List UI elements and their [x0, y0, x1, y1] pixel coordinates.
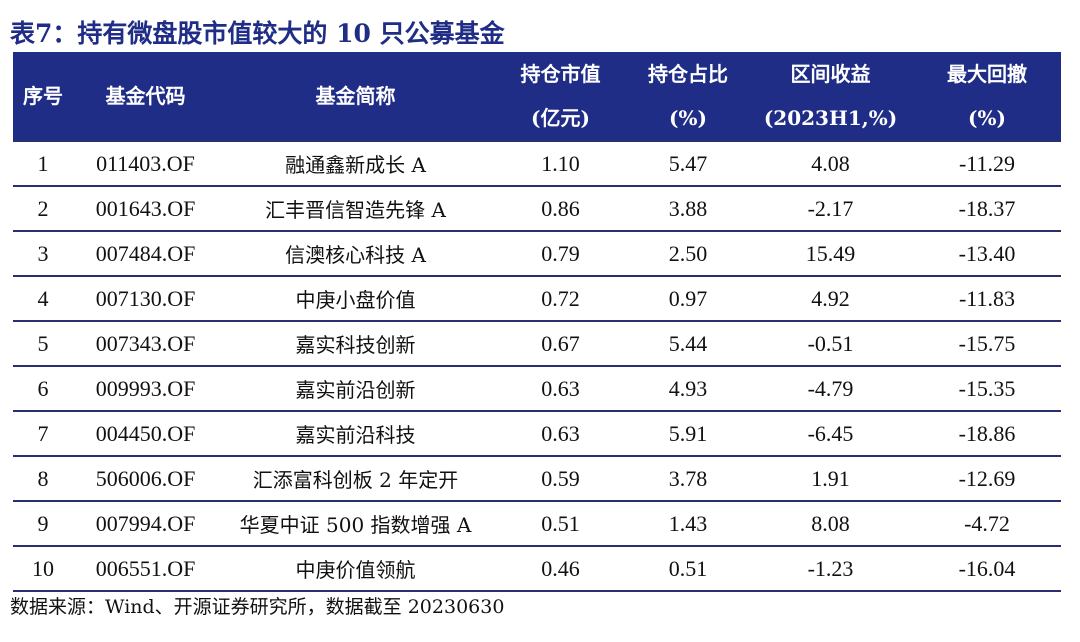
cell-return: 1.91 — [748, 455, 913, 501]
cell-ratio: 5.91 — [628, 410, 748, 456]
cell-drawdown: -15.35 — [913, 365, 1061, 411]
table-row: 5 007343.OF 嘉实科技创新 0.67 5.44 -0.51 -15.7… — [13, 320, 1061, 366]
cell-return: -0.51 — [748, 320, 913, 366]
table-row: 3 007484.OF 信澳核心科技 A 0.79 2.50 15.49 -13… — [13, 230, 1061, 276]
table-row: 7 004450.OF 嘉实前沿科技 0.63 5.91 -6.45 -18.8… — [13, 410, 1061, 456]
cell-value: 0.51 — [493, 500, 628, 546]
table-row: 2 001643.OF 汇丰晋信智造先锋 A 0.86 3.88 -2.17 -… — [13, 185, 1061, 231]
cell-code: 009993.OF — [73, 365, 218, 411]
header-seq: 序号 — [23, 84, 63, 108]
cell-code: 506006.OF — [73, 455, 218, 501]
cell-seq: 1 — [13, 140, 73, 186]
header-value-unit: (亿元) — [531, 106, 590, 130]
cell-value: 0.63 — [493, 410, 628, 456]
cell-name: 中庚小盘价值 — [218, 275, 493, 321]
cell-ratio: 4.93 — [628, 365, 748, 411]
cell-code: 001643.OF — [73, 185, 218, 231]
cell-seq: 5 — [13, 320, 73, 366]
cell-code: 006551.OF — [73, 545, 218, 592]
table-row: 4 007130.OF 中庚小盘价值 0.72 0.97 4.92 -11.83 — [13, 275, 1061, 321]
cell-name: 嘉实前沿科技 — [218, 410, 493, 456]
table-row: 10 006551.OF 中庚价值领航 0.46 0.51 -1.23 -16.… — [13, 545, 1061, 592]
cell-ratio: 2.50 — [628, 230, 748, 276]
cell-value: 0.46 — [493, 545, 628, 592]
cell-value: 0.67 — [493, 320, 628, 366]
cell-drawdown: -11.83 — [913, 275, 1061, 321]
cell-code: 007343.OF — [73, 320, 218, 366]
header-drawdown: 最大回撤 — [947, 62, 1027, 86]
header-ratio: 持仓占比 — [648, 62, 728, 86]
cell-value: 0.63 — [493, 365, 628, 411]
cell-name: 嘉实科技创新 — [218, 320, 493, 366]
cell-seq: 9 — [13, 500, 73, 546]
cell-ratio: 0.97 — [628, 275, 748, 321]
cell-value: 0.86 — [493, 185, 628, 231]
header-return-unit: (2023H1,%) — [763, 106, 898, 130]
cell-return: 4.08 — [748, 140, 913, 186]
cell-drawdown: -4.72 — [913, 500, 1061, 546]
cell-seq: 4 — [13, 275, 73, 321]
cell-return: 15.49 — [748, 230, 913, 276]
cell-value: 1.10 — [493, 140, 628, 186]
cell-return: -4.79 — [748, 365, 913, 411]
cell-name: 华夏中证 500 指数增强 A — [218, 500, 493, 546]
table-row: 6 009993.OF 嘉实前沿创新 0.63 4.93 -4.79 -15.3… — [13, 365, 1061, 411]
cell-ratio: 3.88 — [628, 185, 748, 231]
cell-value: 0.72 — [493, 275, 628, 321]
cell-ratio: 5.47 — [628, 140, 748, 186]
cell-drawdown: -13.40 — [913, 230, 1061, 276]
cell-seq: 6 — [13, 365, 73, 411]
table-row: 1 011403.OF 融通鑫新成长 A 1.10 5.47 4.08 -11.… — [13, 140, 1061, 186]
cell-name: 汇添富科创板 2 年定开 — [218, 455, 493, 501]
cell-seq: 2 — [13, 185, 73, 231]
table-title: 表7：持有微盘股市值较大的 10 只公募基金 — [10, 19, 505, 48]
header-drawdown-unit: (%) — [968, 106, 1006, 130]
header-name: 基金简称 — [315, 84, 396, 108]
cell-code: 007484.OF — [73, 230, 218, 276]
data-source-note: 数据来源：Wind、开源证券研究所，数据截至 20230630 — [10, 596, 505, 618]
cell-seq: 8 — [13, 455, 73, 501]
cell-seq: 10 — [13, 545, 73, 592]
cell-ratio: 3.78 — [628, 455, 748, 501]
table-row: 8 506006.OF 汇添富科创板 2 年定开 0.59 3.78 1.91 … — [13, 455, 1061, 501]
cell-name: 汇丰晋信智造先锋 A — [218, 185, 493, 231]
header-ratio-unit: (%) — [669, 106, 707, 130]
cell-drawdown: -15.75 — [913, 320, 1061, 366]
cell-drawdown: -16.04 — [913, 545, 1061, 592]
table-row: 9 007994.OF 华夏中证 500 指数增强 A 0.51 1.43 8.… — [13, 500, 1061, 546]
cell-seq: 7 — [13, 410, 73, 456]
cell-ratio: 5.44 — [628, 320, 748, 366]
fund-table: 序号 基金代码 基金简称 持仓市值 持仓占比 区间收益 最大回撤 (亿元) (%… — [13, 52, 1061, 592]
cell-value: 0.59 — [493, 455, 628, 501]
cell-name: 嘉实前沿创新 — [218, 365, 493, 411]
cell-drawdown: -18.86 — [913, 410, 1061, 456]
cell-drawdown: -11.29 — [913, 140, 1061, 186]
header-return: 区间收益 — [790, 62, 871, 86]
cell-code: 007130.OF — [73, 275, 218, 321]
cell-drawdown: -18.37 — [913, 185, 1061, 231]
cell-return: -1.23 — [748, 545, 913, 592]
cell-value: 0.79 — [493, 230, 628, 276]
cell-return: -6.45 — [748, 410, 913, 456]
cell-code: 004450.OF — [73, 410, 218, 456]
cell-ratio: 0.51 — [628, 545, 748, 592]
cell-name: 中庚价值领航 — [218, 545, 493, 592]
cell-name: 融通鑫新成长 A — [218, 140, 493, 186]
cell-code: 011403.OF — [73, 140, 218, 186]
cell-code: 007994.OF — [73, 500, 218, 546]
header-value: 持仓市值 — [520, 62, 601, 86]
cell-drawdown: -12.69 — [913, 455, 1061, 501]
header-code: 基金代码 — [105, 84, 186, 108]
cell-return: -2.17 — [748, 185, 913, 231]
cell-return: 4.92 — [748, 275, 913, 321]
cell-return: 8.08 — [748, 500, 913, 546]
cell-ratio: 1.43 — [628, 500, 748, 546]
cell-seq: 3 — [13, 230, 73, 276]
cell-name: 信澳核心科技 A — [218, 230, 493, 276]
